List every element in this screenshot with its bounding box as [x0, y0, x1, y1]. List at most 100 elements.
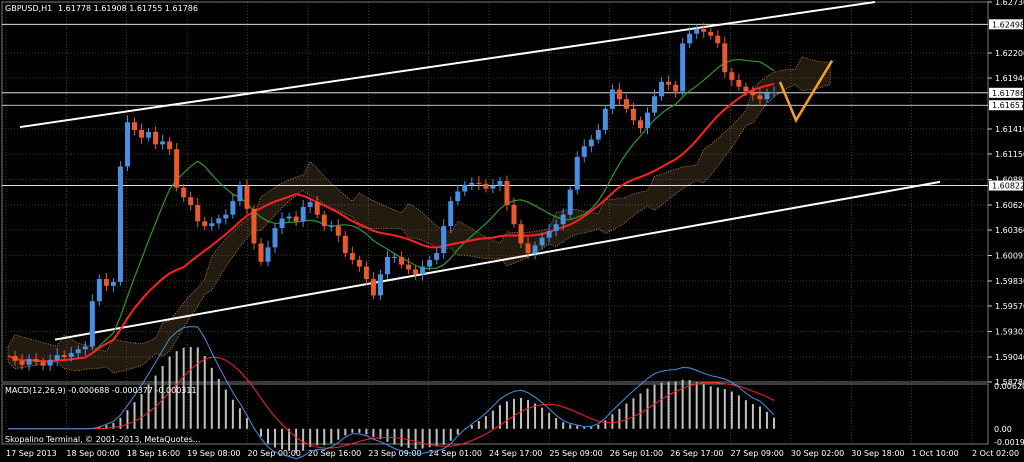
ma-green-line: [7, 58, 775, 362]
candle-body: [420, 266, 426, 275]
y-tick-label: 1.60620: [995, 201, 1024, 210]
ma-red-line: [7, 82, 775, 363]
candle-body: [356, 259, 362, 267]
candle-body: [427, 259, 433, 267]
trend-channel[interactable]: [19, 1, 941, 341]
candle-body: [61, 355, 67, 357]
candle-body: [476, 182, 482, 184]
x-tick-label: 19 Sep 08:00: [187, 449, 240, 458]
candle-body: [335, 226, 341, 236]
macd-indicator: 0.006206 0.00 -0.001917: [8, 326, 1024, 460]
candle-body: [209, 223, 215, 227]
candle-body: [406, 264, 412, 270]
candle-body: [293, 216, 299, 222]
y-tick-label: 1.59040: [995, 353, 1024, 362]
candle-body: [687, 33, 693, 44]
x-tick-label: 24 Sep 01:00: [429, 449, 482, 458]
candle-body: [82, 346, 88, 350]
candle-body: [237, 185, 243, 202]
candle-body: [321, 214, 327, 227]
candle-body: [729, 72, 735, 80]
candle-body: [117, 166, 123, 282]
candle-body: [483, 183, 489, 189]
candle-body: [230, 201, 236, 215]
y-tick-label: 1.61410: [995, 125, 1024, 134]
x-tick-label: 27 Sep 09:00: [731, 449, 784, 458]
candle-body: [370, 279, 376, 296]
candle-body: [363, 266, 369, 280]
candle-body: [652, 96, 658, 113]
candle-body: [139, 129, 145, 138]
channel-lower-line: [54, 180, 941, 341]
candle-body: [708, 31, 714, 36]
price-axis[interactable]: 1.62730 1.62200 1.61940 1.61410 1.61150 1.608…: [988, 0, 1024, 387]
horizontal-price-levels[interactable]: 1.62498 1.61786 1.61657 1.60822: [2, 19, 1024, 191]
candle-body: [448, 201, 454, 227]
x-tick-label: 17 Sep 2013: [6, 449, 57, 458]
price-label-box: [989, 100, 1023, 111]
candle-body: [546, 230, 552, 238]
candle-body: [328, 226, 334, 228]
candle-body: [110, 281, 116, 286]
candle-body: [504, 180, 510, 205]
candle-body: [181, 187, 187, 198]
candle-body: [12, 356, 18, 361]
candle-body: [434, 253, 440, 260]
y-tick-label: 1.62730: [995, 0, 1024, 7]
macd-plot-frame: [1, 383, 989, 445]
price-label-text: 1.60822: [992, 182, 1024, 191]
candle-body: [377, 274, 383, 296]
candle-body: [553, 224, 559, 231]
time-axis[interactable]: 17 Sep 2013 18 Sep 00:00 18 Sep 16:00 19 Se…: [6, 449, 1019, 458]
price-label-box: [989, 87, 1023, 98]
candle-body: [314, 202, 320, 215]
candle-body: [413, 269, 419, 275]
candle-body: [244, 185, 250, 209]
candle-body: [630, 108, 636, 121]
price-projection[interactable]: [778, 60, 834, 124]
candle-body: [216, 218, 222, 224]
candle-body: [153, 131, 159, 145]
x-tick-label: 18 Sep 00:00: [66, 449, 119, 458]
ichimoku-cloud: [7, 56, 831, 374]
macd-tick-label: 0.006206: [994, 382, 1024, 391]
candle-body: [595, 129, 601, 140]
candle-body: [764, 93, 770, 100]
candle-body: [26, 358, 32, 365]
candle-body: [581, 146, 587, 157]
candle-body: [616, 89, 622, 100]
candle-body: [722, 43, 728, 73]
x-tick-label: 30 Sep 02:00: [791, 449, 844, 458]
x-tick-label: 26 Sep 17:00: [670, 449, 723, 458]
candle-body: [349, 253, 355, 260]
grid-lines: [2, 1, 988, 444]
candle-body: [518, 224, 524, 244]
x-tick-label: 20 Sep 16:00: [308, 449, 361, 458]
main-plot-frame: [1, 1, 989, 383]
price-label-text: 1.61786: [992, 89, 1024, 98]
candle-body: [33, 358, 39, 362]
candle-body: [307, 202, 313, 207]
chart-header-symbol: GBPUSD,H1: [5, 4, 52, 13]
candle-body: [54, 355, 60, 360]
candle-body: [637, 120, 643, 129]
moving-averages: [7, 58, 775, 363]
candle-body: [673, 84, 679, 92]
candle-body: [560, 214, 566, 225]
channel-upper-line: [19, 1, 876, 129]
y-tick-label: 1.59830: [995, 277, 1024, 286]
candle-body: [497, 180, 503, 186]
candle-body: [167, 141, 173, 150]
y-tick-label: 1.59305: [995, 327, 1024, 336]
candle-body: [736, 79, 742, 87]
x-tick-label: 20 Sep 00:00: [248, 449, 301, 458]
candle-body: [300, 206, 306, 222]
candle-body: [68, 353, 74, 357]
candle-body: [174, 149, 180, 188]
x-tick-label: 25 Sep 09:00: [549, 449, 602, 458]
candle-body: [469, 182, 475, 185]
candle-body: [279, 218, 285, 229]
macd-main-line: [8, 326, 775, 460]
